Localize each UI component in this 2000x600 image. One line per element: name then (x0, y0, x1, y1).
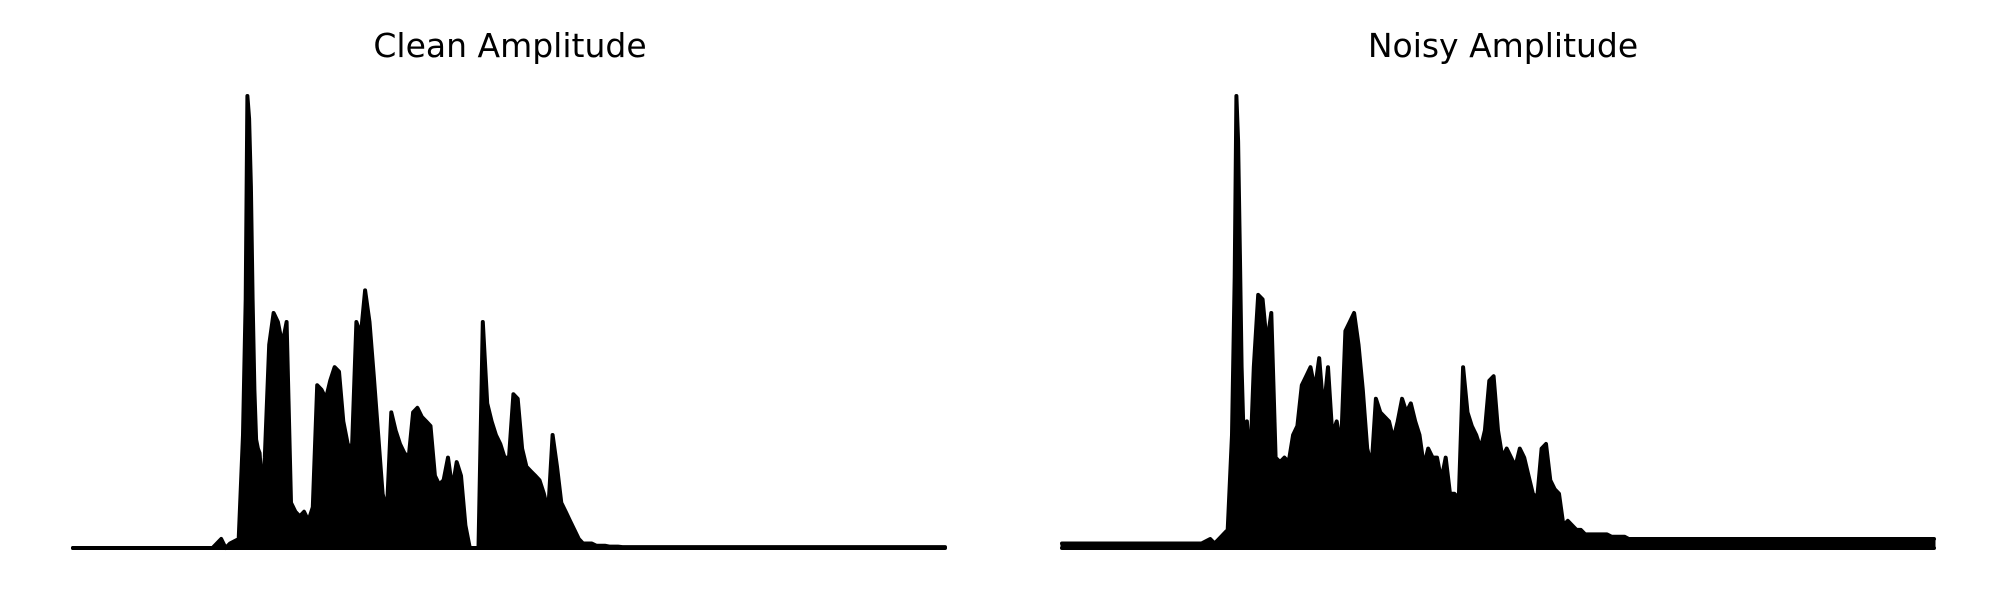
noisy-amplitude-area (1060, 94, 1936, 550)
clean-amplitude-area (71, 94, 947, 550)
clean-amplitude-plot (71, 94, 947, 550)
noisy-amplitude-panel: Noisy Amplitude (1000, 0, 2000, 600)
chart-title-clean: Clean Amplitude (373, 26, 647, 65)
clean-amplitude-panel: Clean Amplitude (71, 26, 947, 550)
noisy-amplitude-plot (1060, 94, 1936, 550)
noisy-amplitude-line (1060, 94, 1936, 546)
chart-title-noisy: Noisy Amplitude (1367, 26, 1639, 65)
